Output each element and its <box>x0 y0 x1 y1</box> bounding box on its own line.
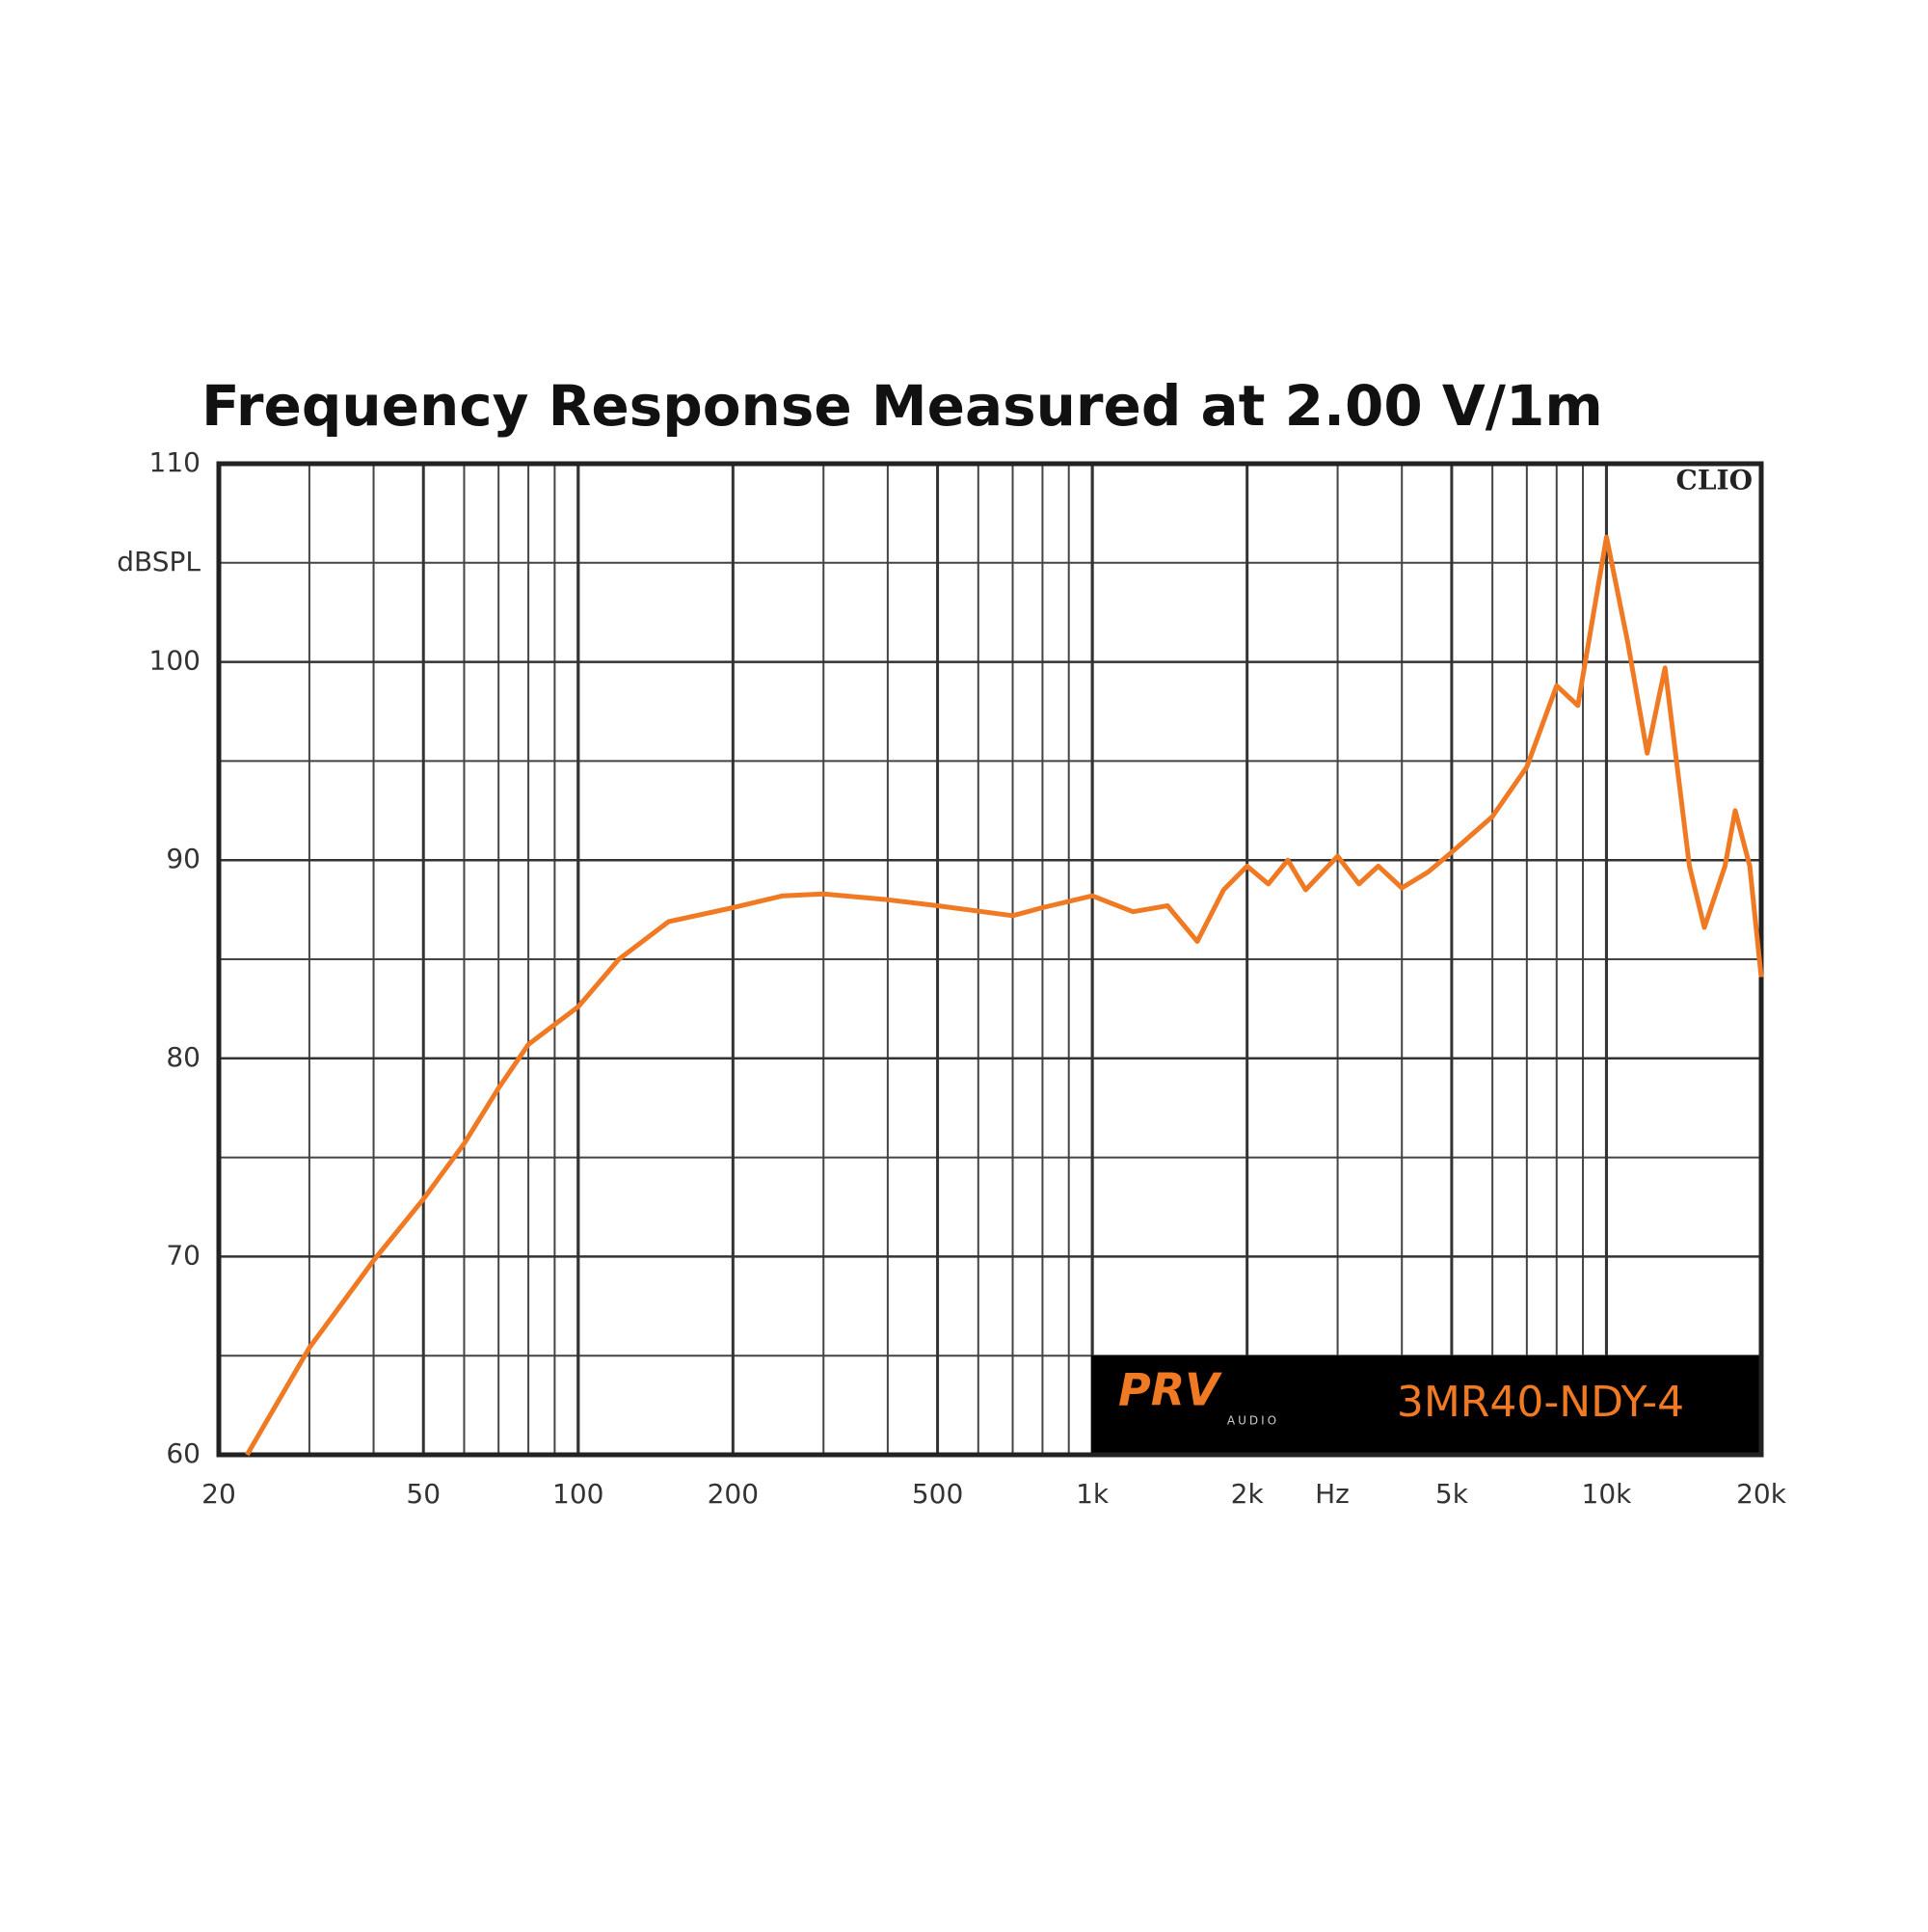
x-tick-label: 10k <box>1582 1478 1633 1510</box>
y-tick-label: 90 <box>166 843 201 874</box>
y-tick-label: 100 <box>149 645 201 677</box>
x-tick-label: 50 <box>406 1478 441 1510</box>
y-tick-label: 70 <box>166 1239 201 1271</box>
model-name: 3MR40-NDY-4 <box>1397 1378 1684 1427</box>
chart-title: Frequency Response Measured at 2.00 V/1m <box>201 373 1603 439</box>
x-tick-label: 2k <box>1231 1478 1265 1510</box>
x-tick-label: 20k <box>1736 1478 1787 1510</box>
y-tick-label: 80 <box>166 1041 201 1073</box>
x-tick-label: 500 <box>912 1478 963 1510</box>
y-tick-label: 110 <box>149 446 201 478</box>
logo-sub: AUDIO <box>1227 1414 1279 1428</box>
x-axis-label: Hz <box>1315 1478 1350 1510</box>
logo-box <box>1091 1355 1761 1455</box>
logo-brand: PRV <box>1118 1364 1222 1416</box>
x-tick-label: 5k <box>1435 1478 1469 1510</box>
x-tick-label: 1k <box>1076 1478 1110 1510</box>
y-axis-label: dBSPL <box>117 546 201 577</box>
response-line <box>245 534 1764 1457</box>
watermark: CLIO <box>1676 465 1753 496</box>
y-tick-label: 60 <box>166 1437 201 1469</box>
x-tick-label: 20 <box>201 1478 236 1510</box>
x-tick-label: 100 <box>552 1478 603 1510</box>
x-tick-label: 200 <box>708 1478 759 1510</box>
